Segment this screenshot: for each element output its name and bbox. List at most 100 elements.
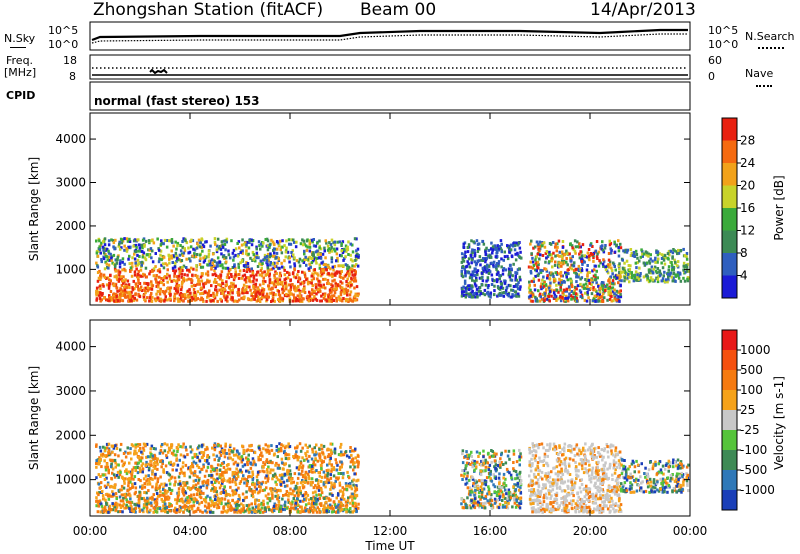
power-cell [676,252,679,256]
power-cell [474,274,477,277]
power-cell [245,261,248,265]
power-cell [559,285,562,289]
velocity-cell [308,470,311,474]
velocity-cell [351,460,354,463]
power-cell [172,269,175,272]
power-cell [539,253,542,257]
power-cell [323,294,327,298]
power-cell [246,297,250,301]
power-cell [165,245,169,249]
power-cell [105,298,108,302]
power-cell [676,273,680,277]
power-cell [261,279,265,283]
velocity-cell [204,496,208,500]
power-cell [195,264,198,268]
velocity-cell [119,510,122,513]
velocity-cell [192,493,196,497]
power-cell [133,296,136,300]
power-cell [167,286,171,290]
power-cell [473,260,476,264]
power-cell [476,250,480,253]
power-cell [252,274,255,278]
velocity-cell [314,457,317,461]
power-cell [539,268,542,272]
power-cell [119,292,122,296]
power-cell [242,264,246,268]
power-cell [561,240,565,243]
power-cell [495,272,499,276]
velocity-cell [334,510,338,514]
velocity-cell [194,483,198,487]
power-cell [286,270,289,274]
power-cell [273,299,276,303]
power-cell [132,244,135,248]
power-cell [195,253,199,256]
velocity-cell [215,454,219,458]
velocity-cell [193,470,197,474]
power-cell [465,292,468,296]
velocity-cell [192,479,196,483]
power-cell [157,285,160,289]
power-cell [663,254,667,258]
velocity-cell [353,509,356,513]
power-cell [325,241,328,245]
power-cell [669,271,672,275]
power-cell [302,281,305,285]
power-cell [258,273,262,277]
power-cell [470,273,473,277]
velocity-cell [165,491,168,495]
power-cell [590,278,593,282]
power-cell [535,255,538,259]
power-cell [276,278,279,281]
power-cell [317,279,321,283]
power-cell [330,299,333,303]
power-cell [589,243,592,247]
power-cell [328,288,332,292]
power-cell [303,271,306,275]
power-cell [330,256,333,260]
velocity-cell [97,473,101,477]
power-cell [336,284,340,288]
velocity-cell [293,487,297,491]
power-cell [164,295,167,299]
power-cell [538,257,541,261]
power-cell [102,251,106,255]
power-cell [99,277,102,281]
velocity-cell [293,494,296,498]
power-cell [345,249,348,253]
power-cell [582,283,585,287]
velocity-cell [149,501,153,505]
power-cell [574,251,577,255]
power-cell [297,270,300,273]
power-cell [643,263,647,267]
power-cell [570,290,573,293]
power-cell [318,266,322,270]
power-cell [221,243,224,247]
power-cell [314,286,318,289]
power-cell [209,244,212,248]
power-cell [685,265,689,269]
power-cell [640,248,643,252]
power-cell [552,251,555,255]
power-cell [223,257,226,260]
power-cell [634,270,638,274]
power-cell [324,239,327,243]
velocity-cell [285,444,288,448]
power-cell [573,270,576,274]
velocity-cell [287,453,291,457]
power-cell [98,249,101,253]
power-cell [352,298,355,302]
power-cell [607,258,611,262]
power-cell [517,281,520,285]
power-cell [272,247,276,251]
power-cell [271,262,274,266]
power-cell [537,289,540,293]
velocity-cell [272,506,275,510]
velocity-cell [106,483,110,487]
velocity-cell [343,497,346,501]
power-cell [501,291,504,295]
power-cell [118,247,122,251]
power-cell [613,242,616,246]
power-cell [137,277,140,281]
velocity-cell [125,506,128,510]
